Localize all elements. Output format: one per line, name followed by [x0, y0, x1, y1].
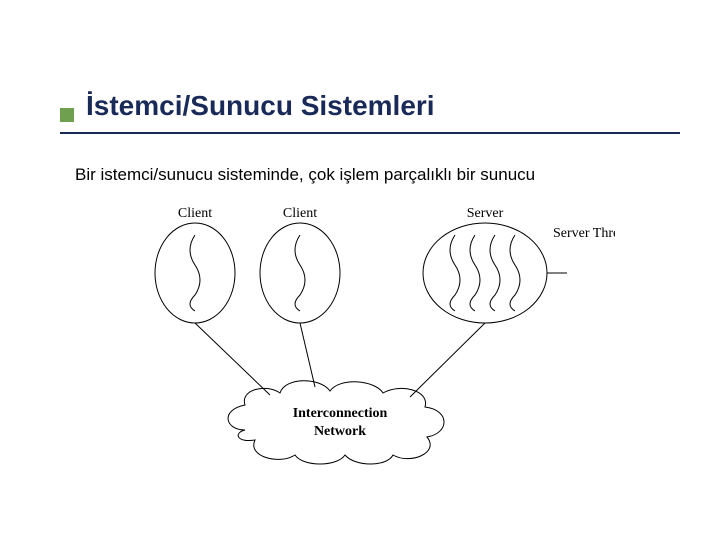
- edge-server-network: [410, 323, 485, 397]
- server-thread-1: [450, 235, 460, 311]
- node-client2: Client: [260, 206, 340, 323]
- client1-thread: [190, 235, 200, 311]
- client2-ellipse: [260, 223, 340, 323]
- slide: İstemci/Sunucu Sistemleri Bir istemci/su…: [0, 0, 720, 540]
- edge-client2-network: [300, 323, 315, 387]
- server-thread-3: [490, 235, 500, 311]
- edge-client1-network: [195, 323, 270, 395]
- subtitle-text: Bir istemci/sunucu sisteminde, çok işlem…: [75, 165, 535, 185]
- network-label-line1: Interconnection: [293, 406, 388, 421]
- title-underline: [60, 132, 680, 134]
- server-ellipse: [423, 223, 547, 323]
- client2-thread: [295, 235, 305, 311]
- server-thread-4: [510, 235, 520, 311]
- server-label: Server: [467, 206, 504, 221]
- network-label-line2: Network: [314, 424, 366, 439]
- page-title: İstemci/Sunucu Sistemleri: [86, 90, 435, 122]
- client-server-diagram: Client Client Server Server Threads: [105, 205, 615, 465]
- client2-label: Client: [283, 206, 317, 221]
- node-network: Interconnection Network: [228, 381, 444, 464]
- title-bullet: [60, 108, 74, 122]
- node-server: Server: [423, 206, 567, 323]
- diagram-svg: Client Client Server Server Threads: [105, 205, 615, 465]
- network-cloud: [228, 381, 444, 464]
- server-thread-2: [470, 235, 480, 311]
- client1-label: Client: [178, 206, 212, 221]
- node-client1: Client: [155, 206, 235, 323]
- client1-ellipse: [155, 223, 235, 323]
- server-threads-label: Server Threads: [553, 226, 615, 241]
